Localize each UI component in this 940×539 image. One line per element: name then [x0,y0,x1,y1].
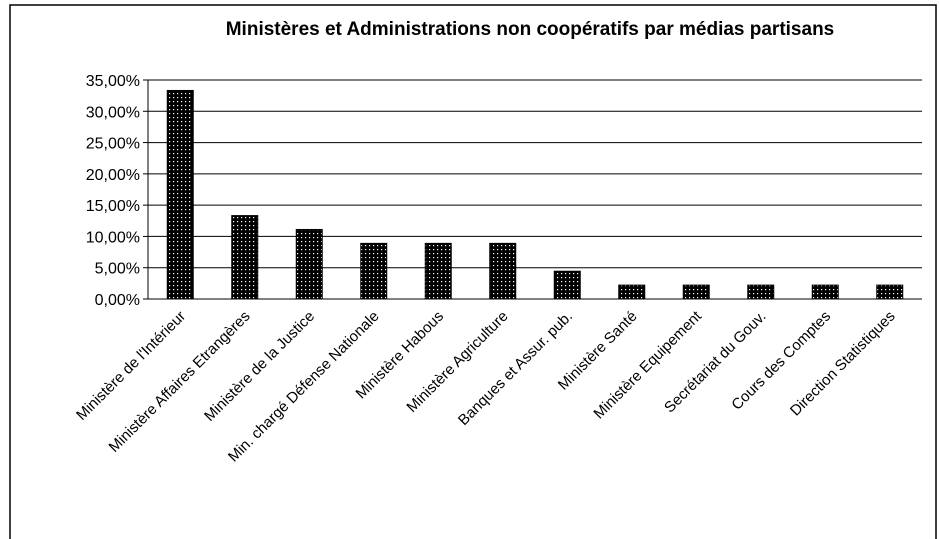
y-tick-label: 5,00% [95,261,140,278]
bar [295,228,323,300]
bar [489,242,517,300]
y-tick-label: 0,00% [95,292,140,309]
bar [682,284,710,300]
x-tick-label: Ministère de la Justice [201,308,318,425]
chart-border [9,4,937,539]
y-tick-label: 15,00% [86,198,140,215]
bar [231,215,259,300]
chart-title: Ministères et Administrations non coopér… [225,19,835,40]
x-tick-label: Banques et Assur. pub. [455,308,576,429]
bar [747,284,775,300]
x-tick-label: Ministère Equipement [590,307,705,422]
bar [553,270,581,300]
bar [811,284,839,300]
y-tick-label: 30,00% [86,104,140,121]
x-tick-label: Ministère de l'Intérieur [73,308,189,424]
y-tick-label: 20,00% [86,167,140,184]
bar [876,284,904,300]
bar [360,242,388,300]
bar [424,242,452,300]
y-tick-label: 10,00% [86,229,140,246]
bar [618,284,646,300]
x-tick-label: Direction Statistiques [787,308,899,420]
bar [166,89,194,300]
y-tick-label: 25,00% [86,136,140,153]
y-tick-label: 35,00% [86,73,140,90]
